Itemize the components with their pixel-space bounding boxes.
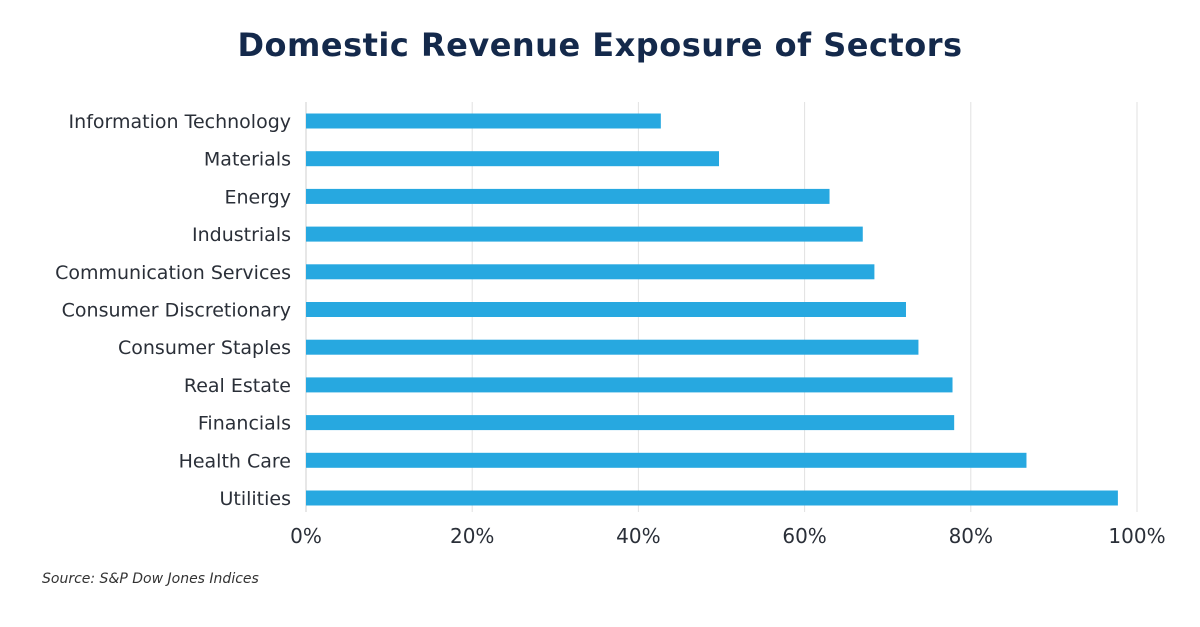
x-tick-label: 100%	[1108, 524, 1165, 548]
bar-consumer-staples	[306, 339, 919, 355]
bar-communication-services	[306, 264, 875, 280]
bar-real-estate	[306, 377, 953, 393]
x-tick-label: 60%	[782, 524, 826, 548]
x-tick-label: 40%	[616, 524, 660, 548]
bar-health-care	[306, 452, 1027, 468]
x-tick-label: 20%	[450, 524, 494, 548]
category-label: Communication Services	[55, 262, 291, 284]
category-label: Utilities	[219, 488, 291, 510]
bar-energy	[306, 188, 830, 204]
category-label: Financials	[198, 413, 291, 435]
category-label: Industrials	[192, 224, 291, 246]
category-label: Consumer Discretionary	[62, 300, 291, 322]
category-label: Materials	[204, 149, 291, 171]
chart-title: Domestic Revenue Exposure of Sectors	[237, 26, 963, 64]
bar-materials	[306, 151, 720, 167]
bar-industrials	[306, 226, 863, 242]
x-tick-label: 80%	[949, 524, 993, 548]
source-note: Source: S&P Dow Jones Indices	[42, 571, 259, 587]
category-label: Real Estate	[184, 375, 291, 397]
bar-consumer-discretionary	[306, 302, 906, 317]
bar-financials	[306, 415, 955, 431]
category-label: Health Care	[179, 450, 291, 472]
category-label: Information Technology	[69, 111, 291, 133]
x-tick-label: 0%	[290, 524, 322, 548]
bar-utilities	[306, 490, 1118, 506]
category-label: Energy	[224, 186, 291, 208]
bar-information-technology	[306, 113, 661, 129]
category-label: Consumer Staples	[118, 337, 291, 359]
